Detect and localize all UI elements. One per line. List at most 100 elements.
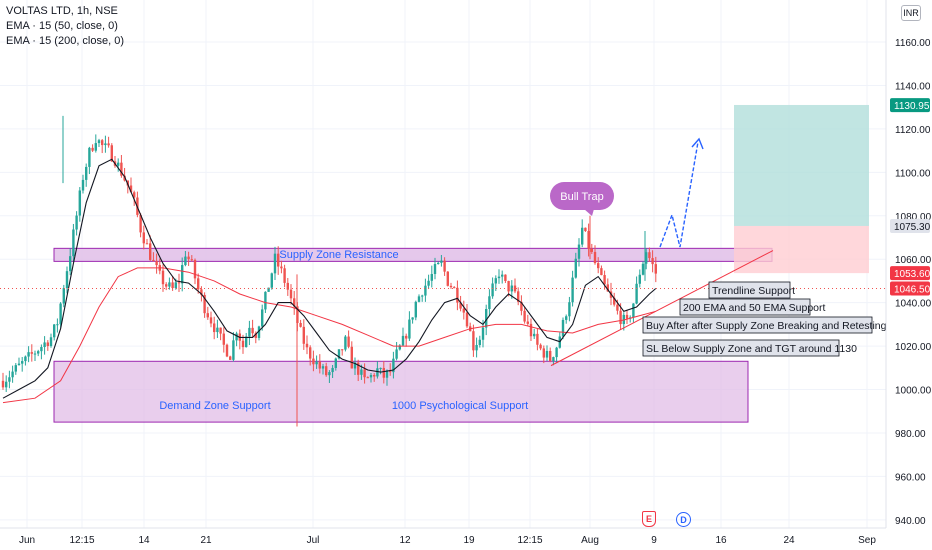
candle[interactable]: [193, 259, 197, 279]
candle[interactable]: [209, 317, 213, 324]
candle[interactable]: [145, 243, 149, 245]
candle[interactable]: [561, 319, 565, 337]
candle[interactable]: [78, 190, 81, 216]
candle[interactable]: [161, 270, 165, 285]
candle[interactable]: [293, 298, 296, 307]
candle[interactable]: [14, 365, 17, 372]
note-box[interactable]: [642, 316, 873, 334]
candle[interactable]: [405, 335, 408, 339]
candle[interactable]: [321, 366, 325, 369]
candle[interactable]: [590, 248, 593, 252]
candle[interactable]: [341, 349, 344, 351]
candle[interactable]: [552, 357, 555, 362]
stop-zone[interactable]: [734, 225, 869, 274]
candle[interactable]: [587, 231, 590, 249]
candle[interactable]: [232, 340, 235, 360]
candle[interactable]: [421, 295, 424, 297]
target-zone[interactable]: [734, 104, 869, 226]
candle[interactable]: [24, 356, 27, 362]
candle[interactable]: [155, 261, 158, 266]
candle[interactable]: [56, 324, 59, 326]
candle[interactable]: [85, 166, 88, 180]
candle[interactable]: [382, 367, 385, 378]
candle[interactable]: [513, 285, 517, 292]
candle[interactable]: [600, 268, 603, 276]
candle[interactable]: [344, 336, 347, 350]
candle[interactable]: [488, 296, 491, 310]
candle[interactable]: [206, 313, 209, 318]
candle[interactable]: [107, 143, 110, 146]
candle[interactable]: [395, 349, 398, 359]
candle[interactable]: [283, 268, 286, 283]
candle[interactable]: [267, 287, 270, 292]
candle[interactable]: [309, 347, 312, 359]
candle[interactable]: [523, 310, 526, 322]
candle[interactable]: [632, 303, 635, 318]
candle[interactable]: [619, 310, 622, 325]
candle[interactable]: [187, 256, 190, 260]
price-badge-target[interactable]: [890, 98, 930, 113]
candle[interactable]: [331, 367, 334, 373]
candle[interactable]: [1, 380, 5, 388]
candle[interactable]: [257, 326, 261, 338]
projection-arrow[interactable]: [659, 141, 699, 248]
candle[interactable]: [389, 370, 392, 373]
candle[interactable]: [478, 339, 481, 346]
candle[interactable]: [581, 227, 584, 245]
candle[interactable]: [446, 271, 449, 286]
candle[interactable]: [222, 333, 225, 345]
candle[interactable]: [110, 145, 113, 162]
candle[interactable]: [533, 333, 536, 337]
candle[interactable]: [133, 192, 136, 198]
candle[interactable]: [353, 362, 357, 369]
candle[interactable]: [318, 361, 321, 369]
candle[interactable]: [53, 324, 56, 338]
candle[interactable]: [101, 140, 104, 146]
candle[interactable]: [315, 361, 318, 365]
candle[interactable]: [424, 285, 427, 296]
candle[interactable]: [11, 371, 14, 378]
candle[interactable]: [280, 266, 283, 269]
candle[interactable]: [379, 367, 382, 369]
candle[interactable]: [312, 358, 315, 365]
candle[interactable]: [504, 274, 507, 281]
candle[interactable]: [507, 280, 510, 292]
candle[interactable]: [75, 215, 78, 230]
candle[interactable]: [120, 162, 123, 176]
candle[interactable]: [37, 351, 40, 354]
trendline[interactable]: [550, 250, 774, 367]
candle[interactable]: [555, 347, 558, 358]
candle[interactable]: [270, 273, 273, 288]
candle[interactable]: [325, 366, 328, 376]
candle[interactable]: [142, 232, 145, 244]
candle[interactable]: [200, 289, 203, 295]
candle[interactable]: [459, 302, 462, 309]
candle[interactable]: [277, 253, 280, 267]
candle[interactable]: [433, 264, 437, 275]
candle[interactable]: [401, 335, 405, 346]
candle[interactable]: [443, 260, 446, 272]
candle[interactable]: [94, 143, 97, 151]
candle[interactable]: [373, 375, 376, 377]
candle[interactable]: [261, 309, 264, 327]
candle[interactable]: [347, 336, 350, 347]
candle[interactable]: [357, 362, 360, 375]
candle[interactable]: [197, 278, 200, 290]
candle[interactable]: [427, 280, 430, 286]
candle[interactable]: [369, 375, 373, 378]
candle[interactable]: [81, 179, 85, 191]
candle[interactable]: [385, 370, 389, 378]
candle[interactable]: [529, 323, 533, 337]
candle[interactable]: [286, 282, 289, 290]
candle[interactable]: [264, 291, 267, 310]
candle[interactable]: [17, 363, 21, 366]
candle[interactable]: [65, 271, 69, 289]
note-box[interactable]: [708, 281, 791, 299]
candle[interactable]: [149, 243, 152, 260]
candle[interactable]: [104, 143, 107, 146]
candle[interactable]: [59, 303, 62, 325]
candle[interactable]: [494, 278, 497, 284]
candle[interactable]: [638, 274, 641, 284]
candle[interactable]: [88, 147, 91, 167]
